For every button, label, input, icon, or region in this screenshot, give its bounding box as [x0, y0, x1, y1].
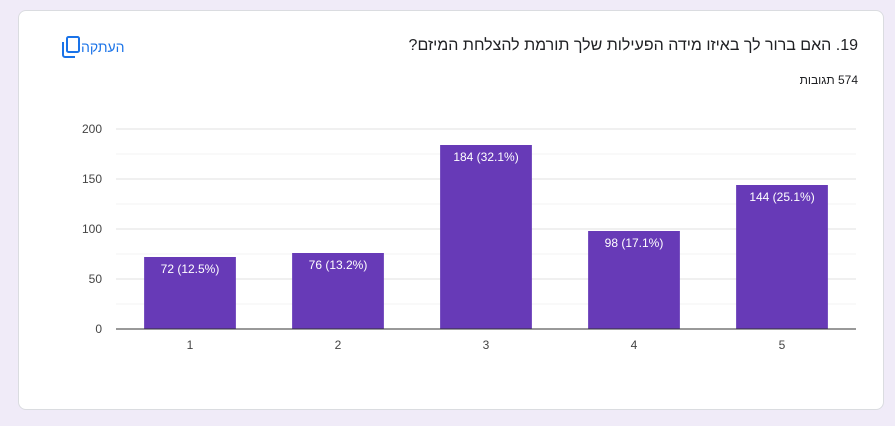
- bar-data-label: 76 (13.2%): [309, 258, 368, 272]
- bar-chart: 0 50 100 150 200 72 (12.5%) 1 76 (13.2%) 2 184 (3…: [82, 122, 856, 352]
- bar[interactable]: [736, 185, 828, 329]
- copy-icon: [61, 36, 81, 58]
- y-tick-label: 0: [95, 322, 102, 336]
- bar[interactable]: [588, 231, 680, 329]
- copy-button-label: העתקה: [81, 39, 125, 55]
- bar-data-label: 144 (25.1%): [749, 190, 814, 204]
- y-tick-label: 100: [82, 222, 102, 236]
- x-tick-label: 5: [779, 338, 786, 352]
- question-card: העתקה 19. האם ברור לך באיזו מידה הפעילות…: [18, 10, 884, 410]
- y-tick-label: 200: [82, 122, 102, 136]
- bar[interactable]: [144, 257, 236, 329]
- x-tick-label: 1: [187, 338, 194, 352]
- bar-data-label: 184 (32.1%): [453, 150, 518, 164]
- response-count: 574 תגובות: [799, 73, 858, 87]
- y-tick-label: 150: [82, 172, 102, 186]
- x-tick-label: 2: [335, 338, 342, 352]
- bar-data-label: 98 (17.1%): [605, 236, 664, 250]
- question-title: 19. האם ברור לך באיזו מידה הפעילות שלך ת…: [408, 37, 858, 54]
- bar-data-label: 72 (12.5%): [161, 262, 220, 276]
- bar[interactable]: [292, 253, 384, 329]
- copy-button[interactable]: העתקה: [51, 33, 125, 61]
- bar[interactable]: [440, 145, 532, 329]
- x-tick-label: 3: [483, 338, 490, 352]
- y-tick-label: 50: [89, 272, 103, 286]
- x-tick-label: 4: [631, 338, 638, 352]
